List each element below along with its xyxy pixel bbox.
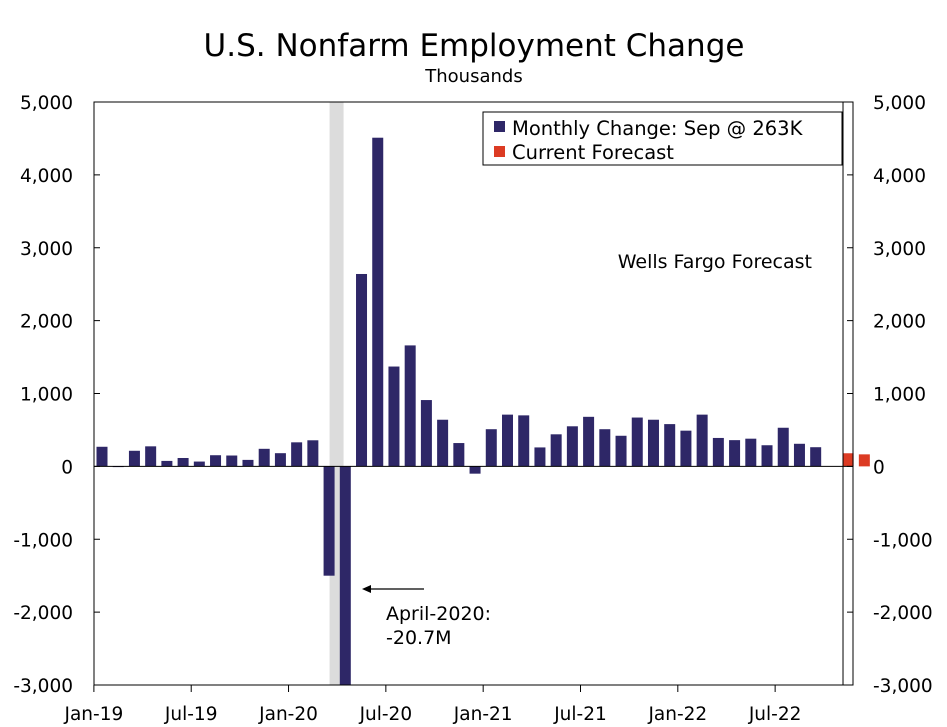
y-tick-label-right: 3,000 (873, 239, 926, 260)
bar-monthly (664, 424, 676, 467)
bar-monthly (161, 460, 173, 467)
bar-monthly (193, 461, 205, 467)
y-tick-label-left: -3,000 (13, 676, 73, 697)
annotation-label-line1: April-2020: (386, 603, 491, 625)
bar-monthly (566, 426, 578, 467)
plot-frame (93, 101, 854, 686)
bar-monthly (680, 430, 692, 467)
y-axis-left: 5,000 4,000 3,000 2,000 1,000 0 -1,000 -2,000 -3… (13, 93, 100, 697)
annotation-label-line2: -20.7M (386, 627, 452, 649)
bar-monthly (177, 457, 189, 467)
bar-monthly (226, 455, 238, 467)
bar-monthly (647, 419, 659, 467)
bar-forecast (858, 454, 870, 467)
bar-monthly (388, 366, 400, 467)
forecast-annotation: Wells Fargo Forecast (618, 251, 812, 273)
y-tick-label-left: 4,000 (20, 166, 73, 187)
bar-monthly (696, 414, 708, 467)
bar-monthly (307, 440, 319, 467)
legend: Monthly Change: Sep @ 263K Current Forec… (482, 111, 843, 166)
bars-group (96, 137, 870, 685)
bar-monthly (274, 453, 286, 467)
bar-monthly (404, 345, 416, 467)
bar-monthly (615, 435, 627, 467)
bar-monthly (128, 450, 140, 467)
bar-monthly (420, 400, 432, 467)
legend-box (482, 111, 843, 166)
bar-monthly (729, 440, 741, 467)
bar-monthly (583, 416, 595, 467)
y-axis-right: 5,000 4,000 3,000 2,000 1,000 0 -1,000 -2,000 -3… (847, 93, 933, 697)
y-tick-label-left: 5,000 (20, 93, 73, 114)
x-tick-label: Jan-22 (647, 704, 707, 725)
legend-swatch-monthly (494, 121, 505, 132)
x-tick-label: Jan-19 (64, 704, 124, 725)
bar-monthly (485, 429, 497, 467)
y-tick-label-right: 4,000 (873, 166, 926, 187)
bar-monthly (777, 427, 789, 467)
bar-monthly (210, 455, 222, 467)
bar-monthly (453, 443, 465, 467)
y-tick-label-left: 1,000 (20, 385, 73, 406)
x-tick-label: Jul-20 (359, 704, 413, 725)
x-tick-label: Jul-22 (748, 704, 802, 725)
chart-title: U.S. Nonfarm Employment Change (204, 28, 745, 64)
bar-monthly (356, 273, 368, 467)
y-tick-label-right: 5,000 (873, 93, 926, 114)
bar-monthly (712, 437, 724, 467)
bar-forecast (842, 453, 854, 467)
bar-monthly (437, 419, 449, 467)
bar-monthly (518, 415, 530, 467)
legend-label-forecast: Current Forecast (512, 141, 674, 164)
x-tick-label: Jul-19 (164, 704, 218, 725)
y-tick-label-right: 2,000 (873, 312, 926, 333)
bar-monthly (258, 448, 270, 467)
x-tick-label: Jul-21 (553, 704, 607, 725)
bar-monthly (372, 137, 384, 467)
bar-monthly (502, 414, 513, 467)
legend-swatch-forecast (494, 146, 505, 157)
y-tick-label-right: -2,000 (873, 603, 933, 624)
annotation-arrow-head (362, 585, 371, 593)
bar-monthly (242, 459, 254, 467)
x-tick-label: Jan-20 (258, 704, 318, 725)
bar-monthly (761, 445, 773, 467)
x-tick-label: Jan-21 (453, 704, 513, 725)
bar-monthly (96, 446, 108, 467)
y-tick-label-right: -3,000 (873, 676, 933, 697)
bar-monthly (793, 443, 805, 467)
chart-subtitle: Thousands (424, 66, 522, 87)
x-axis: Jan-19 Jul-19 Jan-20 Jul-20 Jan-21 Jul-21 Jan-… (64, 685, 802, 725)
bar-monthly (323, 466, 335, 576)
bar-monthly (145, 446, 157, 467)
bar-monthly (534, 447, 546, 467)
april-annotation: April-2020: -20.7M (362, 585, 491, 649)
bar-monthly (339, 466, 351, 685)
legend-label-monthly: Monthly Change: Sep @ 263K (512, 117, 804, 140)
bar-monthly (599, 429, 611, 467)
y-tick-label-right: 1,000 (873, 385, 926, 406)
bar-monthly (469, 466, 481, 474)
bar-monthly (745, 438, 757, 467)
y-tick-label-left: 3,000 (20, 239, 73, 260)
y-tick-label-left: 0 (61, 457, 73, 478)
y-tick-label-left: 2,000 (20, 312, 73, 333)
bar-monthly (550, 434, 562, 467)
y-tick-label-right: 0 (873, 457, 885, 478)
y-tick-label-right: -1,000 (873, 530, 933, 551)
bar-monthly (631, 417, 643, 467)
y-tick-label-left: -2,000 (13, 603, 73, 624)
bar-monthly (810, 447, 822, 467)
bar-monthly (291, 442, 303, 467)
y-tick-label-left: -1,000 (13, 530, 73, 551)
